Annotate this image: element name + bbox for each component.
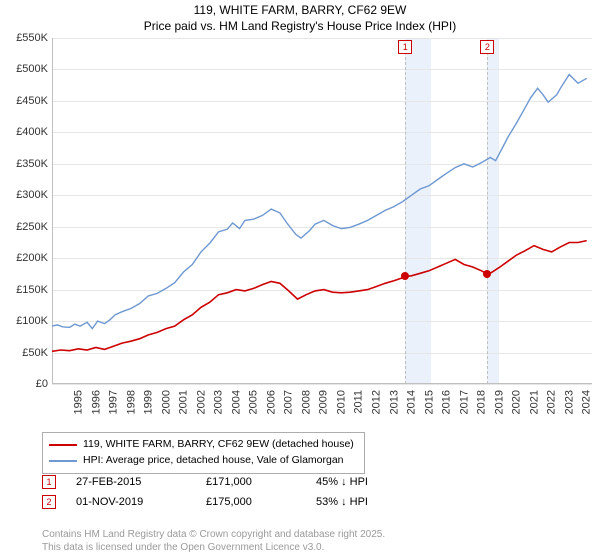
event-row: 2 01-NOV-2019£175,00053% ↓ HPI [42, 492, 368, 512]
y-tick-label: £450K [0, 95, 48, 107]
event-row: 1 27-FEB-2015£171,00045% ↓ HPI [42, 472, 368, 492]
x-tick-label: 2011 [352, 390, 364, 414]
line-series [52, 38, 592, 384]
event-price: £175,000 [206, 496, 316, 508]
y-tick-label: £550K [0, 32, 48, 44]
gridline [52, 384, 592, 385]
y-tick-label: £0 [0, 378, 48, 390]
marker-badge: 2 [480, 40, 494, 54]
x-tick-label: 2012 [371, 390, 383, 414]
x-tick-label: 1999 [143, 390, 155, 414]
x-tick-label: 2003 [213, 390, 225, 414]
legend: 119, WHITE FARM, BARRY, CF62 9EW (detach… [42, 432, 365, 474]
x-tick-label: 2020 [511, 390, 523, 414]
x-tick-label: 2000 [160, 390, 172, 414]
y-tick-label: £400K [0, 126, 48, 138]
x-tick-label: 2024 [581, 390, 593, 414]
plot-region: 12 [52, 38, 592, 384]
legend-item-pricepaid: 119, WHITE FARM, BARRY, CF62 9EW (detach… [49, 437, 354, 453]
y-tick-label: £100K [0, 315, 48, 327]
y-tick-label: £500K [0, 63, 48, 75]
event-delta: 45% ↓ HPI [316, 476, 368, 488]
event-table: 1 27-FEB-2015£171,00045% ↓ HPI 2 01-NOV-201… [42, 472, 368, 512]
x-tick-label: 2015 [423, 390, 435, 414]
series-pricepaid [52, 241, 587, 352]
footer-attribution: Contains HM Land Registry data © Crown c… [42, 529, 385, 554]
x-tick-label: 2007 [283, 390, 295, 414]
x-tick-label: 2013 [388, 390, 400, 414]
x-tick-label: 2022 [546, 390, 558, 414]
title-line1: 119, WHITE FARM, BARRY, CF62 9EW [194, 3, 407, 17]
event-price: £171,000 [206, 476, 316, 488]
event-date: 01-NOV-2019 [76, 496, 206, 508]
x-tick-label: 2002 [195, 390, 207, 414]
footer-line2: This data is licensed under the Open Gov… [42, 542, 324, 553]
chart-area: £0 £50K £100K £150K £200K £250K £300K £350K £400… [0, 38, 600, 408]
event-badge: 2 [42, 495, 56, 509]
x-tick-label: 1997 [108, 390, 120, 414]
x-tick-label: 2014 [406, 390, 418, 414]
x-tick-label: 1996 [90, 390, 102, 414]
marker-dot [483, 270, 491, 278]
legend-label: HPI: Average price, detached house, Vale… [83, 453, 344, 469]
y-tick-label: £200K [0, 252, 48, 264]
x-tick-label: 1998 [125, 390, 137, 414]
x-tick-label: 2021 [528, 390, 540, 414]
x-tick-label: 2008 [300, 390, 312, 414]
x-tick-label: 2010 [335, 390, 347, 414]
x-tick-label: 2009 [318, 390, 330, 414]
x-tick-label: 2023 [563, 390, 575, 414]
y-tick-label: £50K [0, 347, 48, 359]
chart-title: 119, WHITE FARM, BARRY, CF62 9EW Price p… [0, 0, 600, 34]
y-tick-label: £300K [0, 189, 48, 201]
x-tick-label: 2006 [265, 390, 277, 414]
title-line2: Price paid vs. HM Land Registry's House … [144, 19, 456, 33]
marker-dot [401, 272, 409, 280]
x-tick-label: 2018 [476, 390, 488, 414]
legend-item-hpi: HPI: Average price, detached house, Vale… [49, 453, 354, 469]
x-tick-label: 2016 [441, 390, 453, 414]
event-date: 27-FEB-2015 [76, 476, 206, 488]
y-tick-label: £350K [0, 158, 48, 170]
y-tick-label: £150K [0, 284, 48, 296]
x-tick-label: 2004 [230, 390, 242, 414]
x-tick-label: 2017 [458, 390, 470, 414]
x-tick-label: 2001 [178, 390, 190, 414]
legend-swatch [49, 444, 77, 446]
x-tick-label: 1995 [72, 390, 84, 414]
marker-badge: 1 [398, 40, 412, 54]
legend-label: 119, WHITE FARM, BARRY, CF62 9EW (detach… [83, 437, 354, 453]
legend-swatch [49, 460, 77, 462]
event-badge: 1 [42, 475, 56, 489]
footer-line1: Contains HM Land Registry data © Crown c… [42, 529, 385, 540]
x-tick-label: 2019 [493, 390, 505, 414]
event-delta: 53% ↓ HPI [316, 496, 368, 508]
y-tick-label: £250K [0, 221, 48, 233]
x-tick-label: 2005 [248, 390, 260, 414]
